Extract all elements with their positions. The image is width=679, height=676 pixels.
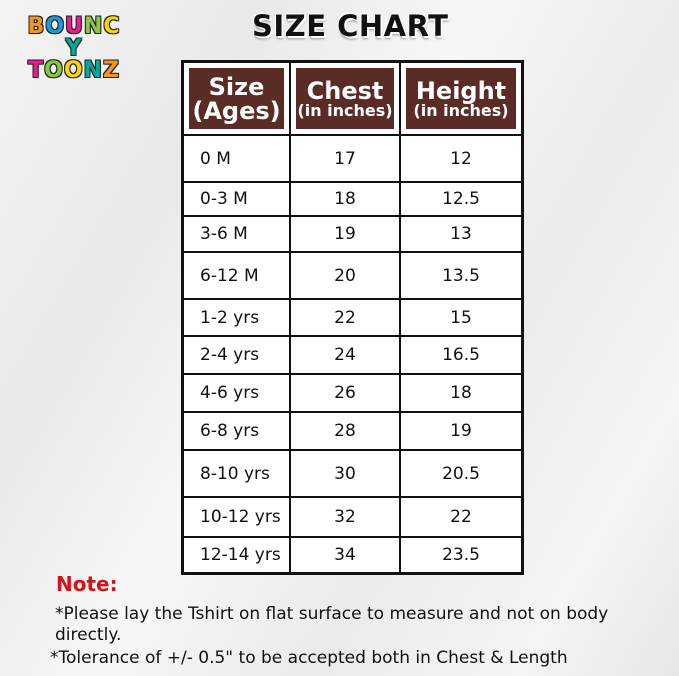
header-sublabel: (Ages) bbox=[192, 96, 281, 125]
size-cell: 2-4 yrs bbox=[184, 337, 291, 373]
chest-cell: 20 bbox=[291, 253, 401, 298]
size-cell: 1-2 yrs bbox=[184, 300, 291, 335]
height-cell: 22 bbox=[450, 507, 472, 527]
size-cell: 6-12 M bbox=[184, 253, 291, 298]
height-cell: 12 bbox=[450, 148, 472, 169]
chest-cell: 24 bbox=[291, 337, 401, 373]
height-cell: 20.5 bbox=[442, 463, 480, 484]
height-cell: 19 bbox=[450, 421, 472, 441]
table-row: 8-10 yrs 30 20.5 bbox=[184, 449, 521, 496]
table-row: 2-4 yrs 24 16.5 bbox=[184, 335, 521, 373]
size-cell: 12-14 yrs bbox=[184, 538, 291, 572]
height-cell: 16.5 bbox=[442, 345, 480, 365]
size-cell: 10-12 yrs bbox=[184, 498, 291, 536]
table-row: 0-3 M 18 12.5 bbox=[184, 181, 521, 215]
table-header: Size (Ages) Chest (in inches) Height (in in… bbox=[184, 63, 521, 134]
chest-cell: 30 bbox=[291, 451, 401, 496]
table-row: 4-6 yrs 26 18 bbox=[184, 373, 521, 411]
height-cell: 15 bbox=[450, 307, 472, 328]
table-row: 0 M 17 12 bbox=[184, 134, 521, 181]
note-label: Note: bbox=[56, 572, 118, 596]
header-label: Size bbox=[208, 72, 265, 101]
header-sublabel: (in inches) bbox=[297, 100, 393, 120]
table-row: 6-12 M 20 13.5 bbox=[184, 251, 521, 298]
header-label: Chest bbox=[306, 76, 384, 105]
size-cell: 0-3 M bbox=[184, 183, 291, 215]
chest-cell: 22 bbox=[291, 300, 401, 335]
header-sublabel: (in inches) bbox=[413, 100, 509, 120]
table-row: 10-12 yrs 32 22 bbox=[184, 496, 521, 536]
table-row: 12-14 yrs 34 23.5 bbox=[184, 536, 521, 572]
size-cell: 4-6 yrs bbox=[184, 375, 291, 411]
height-cell: 18 bbox=[450, 383, 472, 403]
chest-cell: 19 bbox=[291, 217, 401, 251]
table-row: 3-6 M 19 13 bbox=[184, 215, 521, 251]
size-cell: 0 M bbox=[184, 136, 291, 181]
table-row: 6-8 yrs 28 19 bbox=[184, 411, 521, 449]
note-line-1: *Please lay the Tshirt on flat surface t… bbox=[55, 604, 609, 645]
chest-cell: 26 bbox=[291, 375, 401, 411]
size-cell: 3-6 M bbox=[184, 217, 291, 251]
brand-logo: BOUNCY TOONZ bbox=[27, 14, 121, 83]
chest-cell: 32 bbox=[291, 498, 401, 536]
size-cell: 6-8 yrs bbox=[184, 413, 291, 449]
height-cell: 23.5 bbox=[442, 545, 480, 565]
height-cell: 13.5 bbox=[442, 265, 480, 286]
chest-cell: 34 bbox=[291, 538, 401, 572]
chest-cell: 18 bbox=[291, 183, 401, 215]
note-line-2: *Tolerance of +/- 0.5" to be accepted bo… bbox=[50, 648, 568, 668]
chest-cell: 17 bbox=[291, 136, 401, 181]
size-chart-table: Size (Ages) Chest (in inches) Height (in in… bbox=[181, 60, 524, 575]
header-size: Size (Ages) bbox=[184, 63, 291, 134]
header-chest: Chest (in inches) bbox=[291, 63, 401, 134]
height-cell: 13 bbox=[450, 224, 472, 244]
header-label: Height bbox=[415, 76, 507, 105]
height-cell: 12.5 bbox=[442, 189, 480, 209]
page-title: SIZE CHART bbox=[252, 9, 449, 43]
chest-cell: 28 bbox=[291, 413, 401, 449]
header-height: Height (in inches) bbox=[401, 63, 521, 134]
size-cell: 8-10 yrs bbox=[184, 451, 291, 496]
table-row: 1-2 yrs 22 15 bbox=[184, 298, 521, 335]
